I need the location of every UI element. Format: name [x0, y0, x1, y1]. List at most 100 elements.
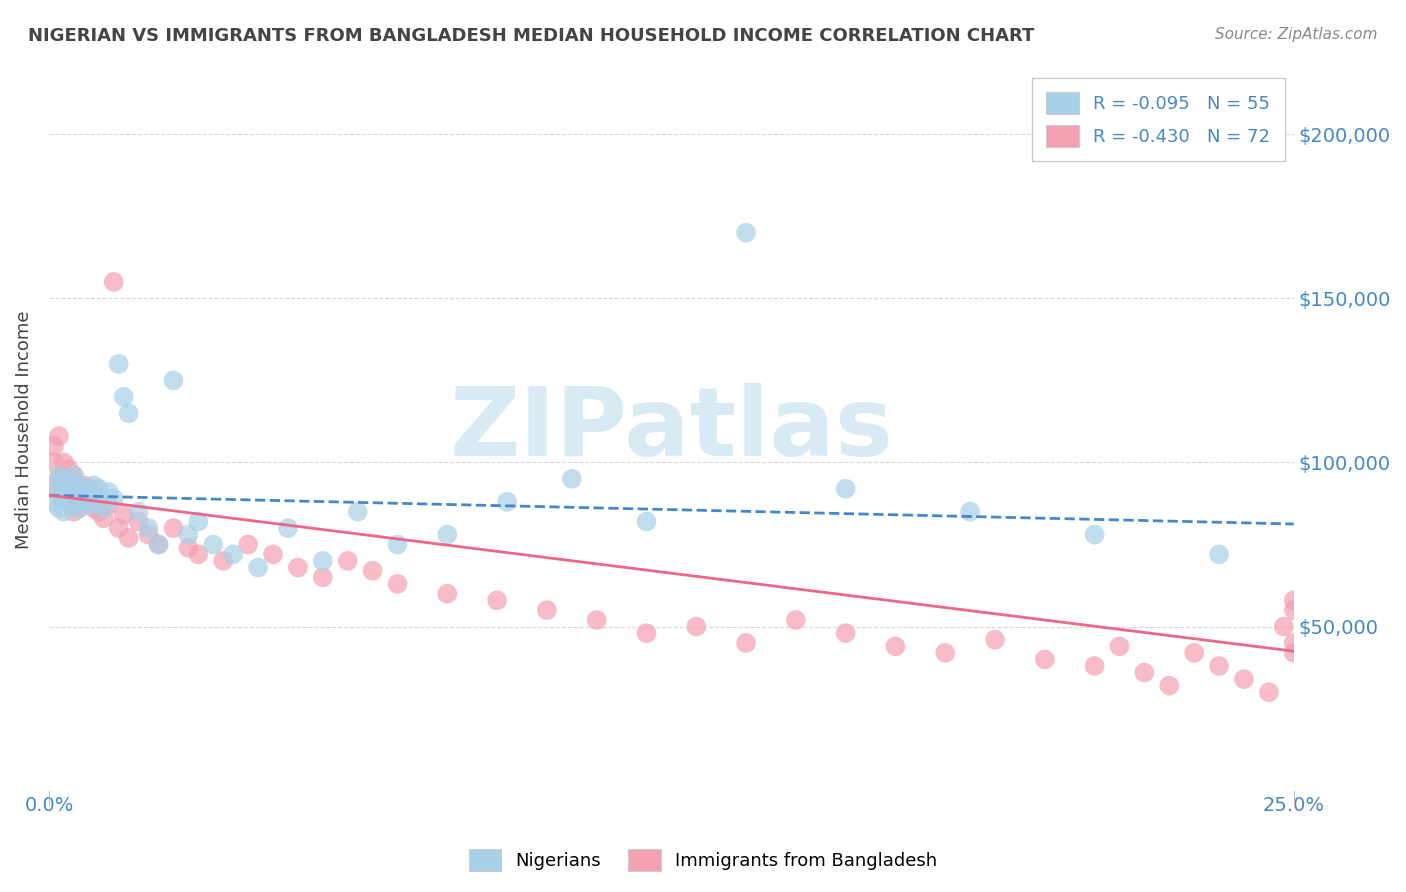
Point	[52, 505, 75, 519]
Point	[735, 636, 758, 650]
Point	[1208, 547, 1230, 561]
Y-axis label: Median Household Income: Median Household Income	[15, 310, 32, 549]
Point	[138, 527, 160, 541]
Point	[387, 537, 409, 551]
Point	[83, 478, 105, 492]
Point	[97, 485, 120, 500]
Point	[1282, 646, 1305, 660]
Point	[42, 455, 65, 469]
Point	[436, 527, 458, 541]
Point	[87, 495, 110, 509]
Point	[785, 613, 807, 627]
Point	[128, 515, 150, 529]
Point	[58, 475, 80, 490]
Point	[984, 632, 1007, 647]
Point	[1033, 652, 1056, 666]
Point	[48, 468, 70, 483]
Point	[42, 478, 65, 492]
Point	[93, 511, 115, 525]
Point	[63, 482, 86, 496]
Point	[1208, 659, 1230, 673]
Point	[52, 455, 75, 469]
Point	[87, 505, 110, 519]
Point	[67, 485, 90, 500]
Point	[77, 482, 100, 496]
Point	[1084, 527, 1107, 541]
Point	[148, 537, 170, 551]
Point	[834, 482, 856, 496]
Point	[63, 495, 86, 509]
Point	[177, 527, 200, 541]
Point	[73, 495, 96, 509]
Point	[77, 485, 100, 500]
Point	[1272, 619, 1295, 633]
Point	[63, 468, 86, 483]
Point	[346, 505, 368, 519]
Point	[48, 488, 70, 502]
Point	[1282, 593, 1305, 607]
Point	[585, 613, 607, 627]
Point	[1084, 659, 1107, 673]
Point	[336, 554, 359, 568]
Point	[42, 495, 65, 509]
Point	[934, 646, 956, 660]
Point	[63, 505, 86, 519]
Point	[1282, 636, 1305, 650]
Point	[212, 554, 235, 568]
Point	[48, 501, 70, 516]
Point	[58, 485, 80, 500]
Point	[536, 603, 558, 617]
Point	[1282, 603, 1305, 617]
Point	[42, 439, 65, 453]
Point	[87, 495, 110, 509]
Point	[112, 390, 135, 404]
Point	[162, 373, 184, 387]
Point	[177, 541, 200, 555]
Point	[67, 501, 90, 516]
Point	[58, 491, 80, 506]
Point	[834, 626, 856, 640]
Point	[636, 515, 658, 529]
Point	[67, 478, 90, 492]
Point	[52, 472, 75, 486]
Point	[561, 472, 583, 486]
Point	[636, 626, 658, 640]
Point	[58, 462, 80, 476]
Point	[312, 554, 335, 568]
Legend: R = -0.095   N = 55, R = -0.430   N = 72: R = -0.095 N = 55, R = -0.430 N = 72	[1032, 78, 1285, 161]
Point	[63, 498, 86, 512]
Point	[112, 508, 135, 522]
Point	[58, 495, 80, 509]
Point	[1257, 685, 1279, 699]
Text: NIGERIAN VS IMMIGRANTS FROM BANGLADESH MEDIAN HOUSEHOLD INCOME CORRELATION CHART: NIGERIAN VS IMMIGRANTS FROM BANGLADESH M…	[28, 27, 1035, 45]
Point	[685, 619, 707, 633]
Point	[262, 547, 284, 561]
Point	[959, 505, 981, 519]
Point	[1233, 672, 1256, 686]
Legend: Nigerians, Immigrants from Bangladesh: Nigerians, Immigrants from Bangladesh	[461, 842, 945, 879]
Point	[73, 482, 96, 496]
Point	[1133, 665, 1156, 680]
Point	[103, 491, 125, 506]
Point	[83, 488, 105, 502]
Point	[52, 475, 75, 490]
Point	[117, 406, 139, 420]
Point	[187, 515, 209, 529]
Point	[1182, 646, 1205, 660]
Point	[436, 587, 458, 601]
Point	[83, 498, 105, 512]
Point	[486, 593, 509, 607]
Point	[1159, 679, 1181, 693]
Point	[52, 495, 75, 509]
Point	[48, 482, 70, 496]
Point	[287, 560, 309, 574]
Point	[63, 495, 86, 509]
Point	[884, 640, 907, 654]
Text: ZIPatlas: ZIPatlas	[450, 383, 893, 476]
Point	[312, 570, 335, 584]
Point	[117, 531, 139, 545]
Point	[202, 537, 225, 551]
Point	[52, 488, 75, 502]
Point	[52, 468, 75, 483]
Point	[97, 498, 120, 512]
